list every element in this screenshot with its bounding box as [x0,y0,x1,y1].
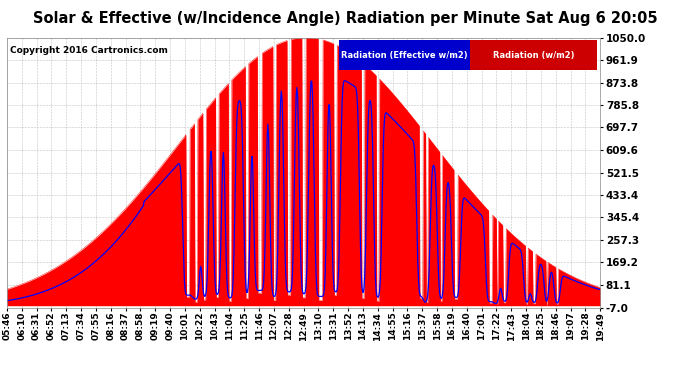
Text: Radiation (w/m2): Radiation (w/m2) [493,51,575,60]
Text: Copyright 2016 Cartronics.com: Copyright 2016 Cartronics.com [10,46,168,55]
Text: Solar & Effective (w/Incidence Angle) Radiation per Minute Sat Aug 6 20:05: Solar & Effective (w/Incidence Angle) Ra… [32,11,658,26]
Bar [339,40,470,70]
Text: Radiation (Effective w/m2): Radiation (Effective w/m2) [341,51,468,60]
Bar [470,40,598,70]
